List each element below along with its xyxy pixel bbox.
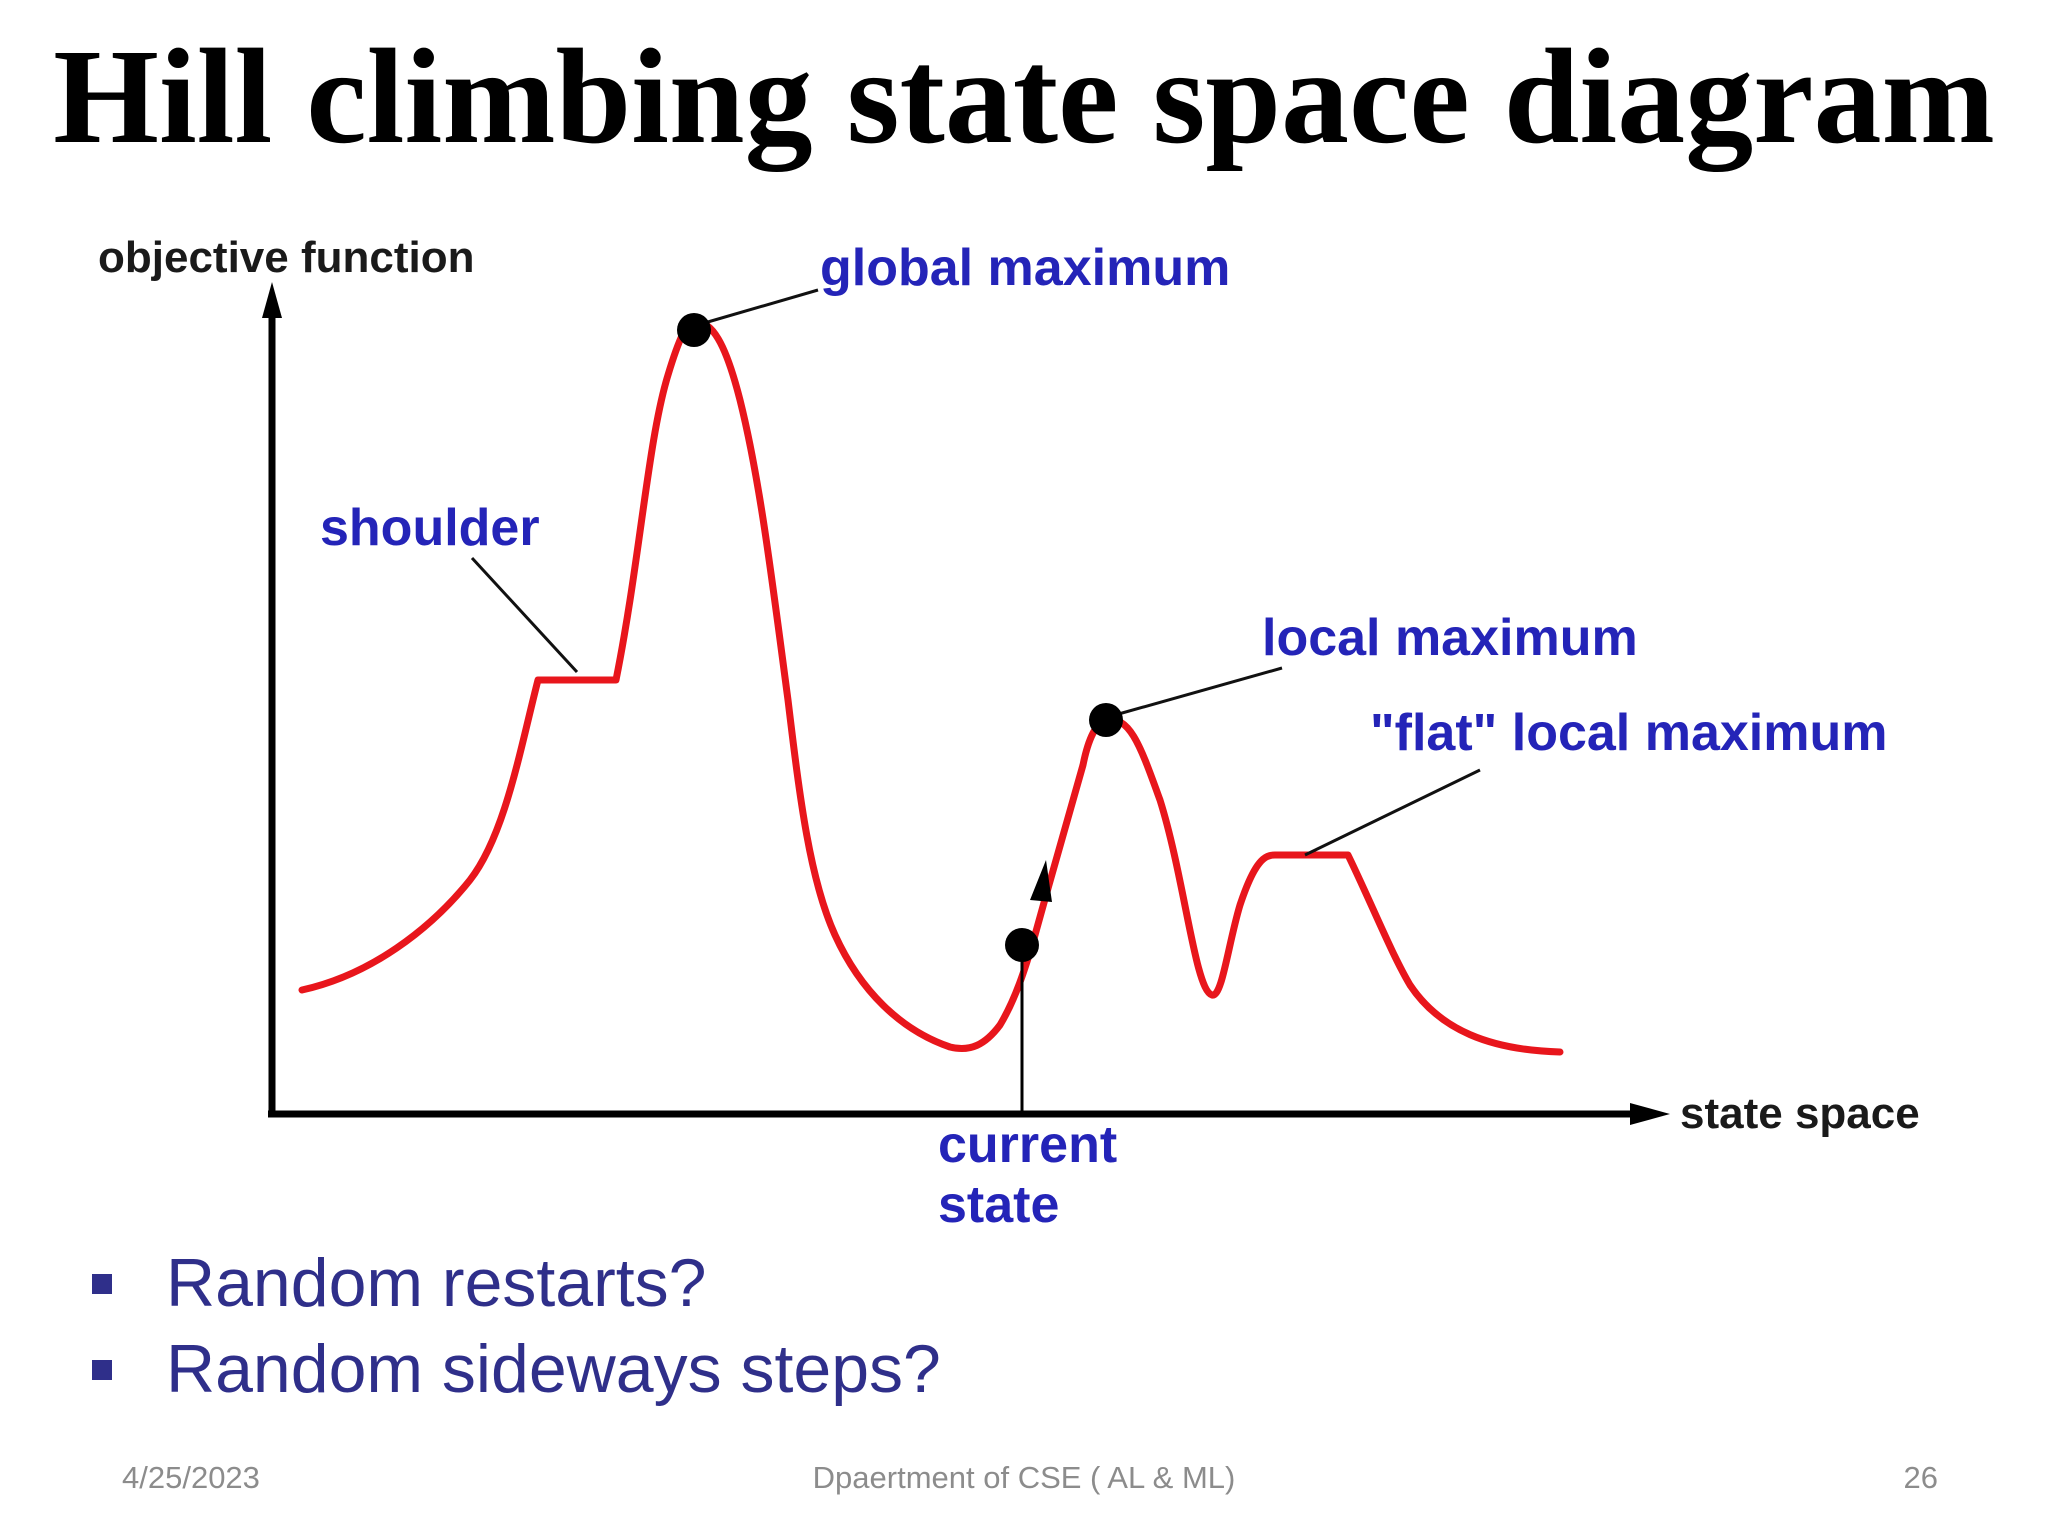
x-axis-label: state space <box>1680 1089 1920 1138</box>
footer-department: Dpaertment of CSE ( AL & ML) <box>812 1460 1236 1495</box>
bullet-text: Random restarts? <box>166 1245 707 1321</box>
bullet-item: Random sideways steps? <box>86 1326 941 1412</box>
x-axis-arrow <box>1630 1103 1670 1125</box>
flat-local-maximum-label: "flat" local maximum <box>1370 704 1887 762</box>
slide-title: Hill climbing state space diagram <box>53 22 1995 172</box>
bullet-item: Random restarts? <box>86 1240 941 1326</box>
y-axis-label: objective function <box>98 233 474 282</box>
current-state-label-line1: current <box>938 1116 1117 1174</box>
shoulder-pointer <box>470 556 579 674</box>
bullet-list: Random restarts? Random sideways steps? <box>86 1240 941 1412</box>
local-maximum-pointer <box>1107 666 1283 719</box>
square-bullet-icon <box>92 1360 112 1380</box>
bullet-text: Random sideways steps? <box>166 1331 941 1407</box>
shoulder-label: shoulder <box>320 499 540 557</box>
footer-page-number: 26 <box>1903 1460 1938 1495</box>
objective-curve <box>298 318 1564 1056</box>
flat-local-maximum-pointer <box>1304 768 1481 857</box>
global-maximum-pointer <box>693 288 819 328</box>
current-state-marker <box>1005 928 1039 962</box>
current-state-label-line2: state <box>938 1176 1059 1234</box>
local-maximum-marker <box>1089 703 1123 737</box>
y-axis-arrow <box>262 282 282 318</box>
local-maximum-label: local maximum <box>1262 609 1638 667</box>
global-maximum-label: global maximum <box>820 239 1230 297</box>
footer-date: 4/25/2023 <box>122 1460 260 1495</box>
current-state-direction-arrow <box>1030 860 1052 902</box>
square-bullet-icon <box>92 1274 112 1294</box>
global-maximum-marker <box>677 313 711 347</box>
